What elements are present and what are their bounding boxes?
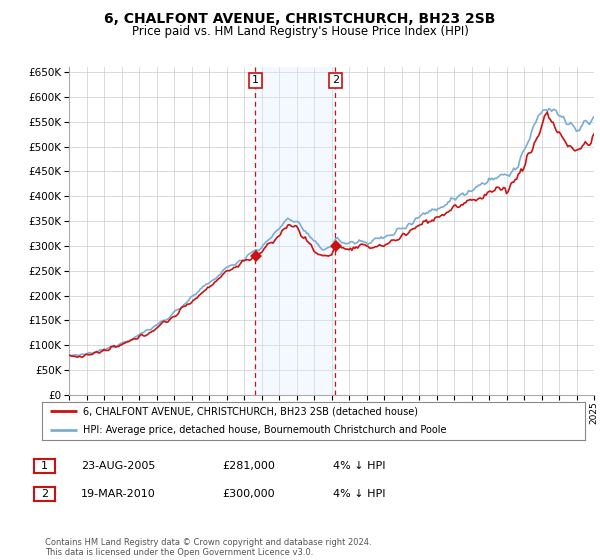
Text: 4% ↓ HPI: 4% ↓ HPI: [333, 489, 386, 499]
Text: 23-AUG-2005: 23-AUG-2005: [81, 461, 155, 471]
Text: £300,000: £300,000: [222, 489, 275, 499]
Text: 6, CHALFONT AVENUE, CHRISTCHURCH, BH23 2SB (detached house): 6, CHALFONT AVENUE, CHRISTCHURCH, BH23 2…: [83, 406, 418, 416]
Text: £281,000: £281,000: [222, 461, 275, 471]
Text: 2: 2: [41, 489, 48, 499]
Text: 1: 1: [41, 461, 48, 471]
Text: Contains HM Land Registry data © Crown copyright and database right 2024.
This d: Contains HM Land Registry data © Crown c…: [45, 538, 371, 557]
Text: 2: 2: [332, 76, 339, 85]
Text: 19-MAR-2010: 19-MAR-2010: [81, 489, 156, 499]
Text: 4% ↓ HPI: 4% ↓ HPI: [333, 461, 386, 471]
Text: 6, CHALFONT AVENUE, CHRISTCHURCH, BH23 2SB: 6, CHALFONT AVENUE, CHRISTCHURCH, BH23 2…: [104, 12, 496, 26]
Text: Price paid vs. HM Land Registry's House Price Index (HPI): Price paid vs. HM Land Registry's House …: [131, 25, 469, 38]
Text: HPI: Average price, detached house, Bournemouth Christchurch and Poole: HPI: Average price, detached house, Bour…: [83, 425, 446, 435]
Text: 1: 1: [252, 76, 259, 85]
Bar: [256, 67, 335, 395]
